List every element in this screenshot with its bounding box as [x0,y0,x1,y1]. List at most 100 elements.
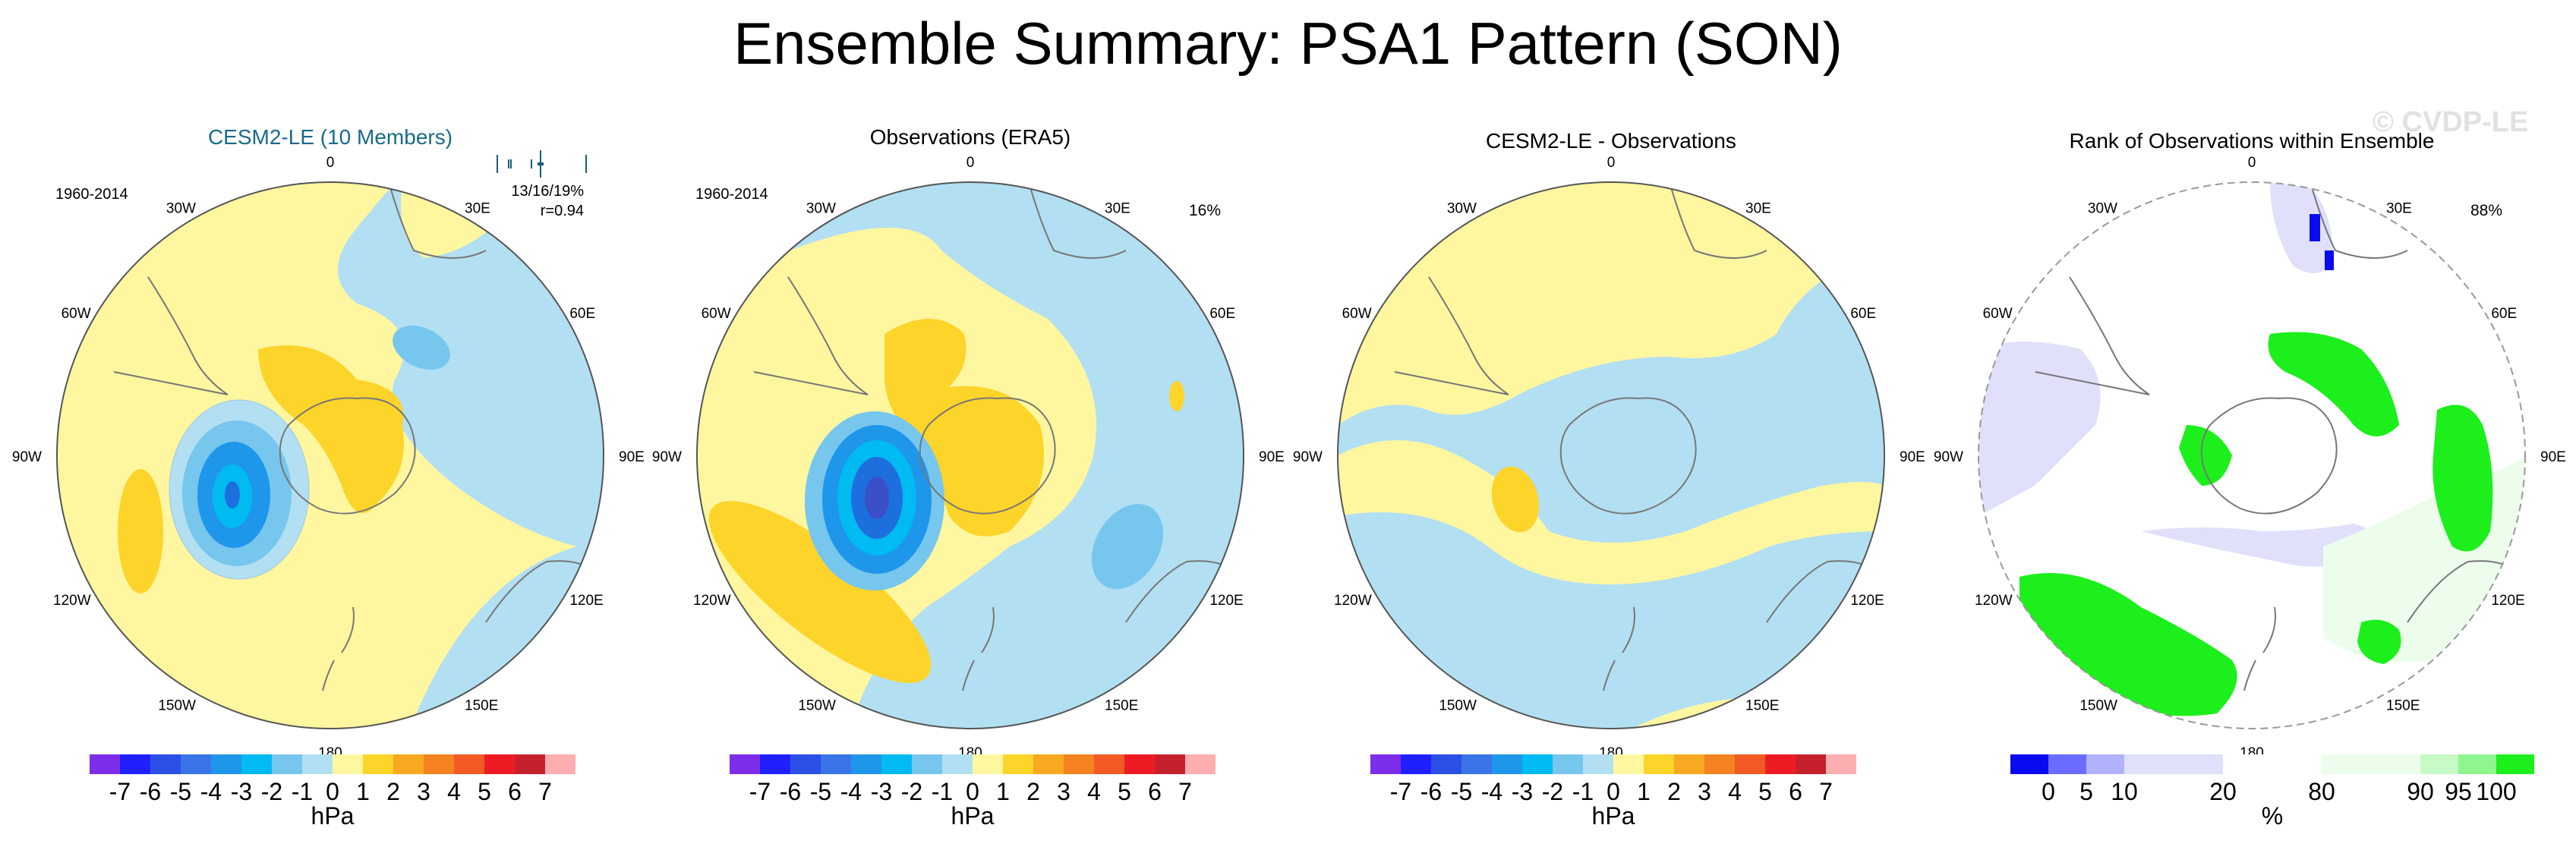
colorbar-tick-label: 6 [508,778,522,805]
colorbar-swatch [2420,754,2458,774]
colorbar-tick-label: -7 [109,778,131,805]
colorbar-tick-label: 0 [2042,778,2055,805]
colorbar-swatch [515,754,545,774]
longitude-label: 30W [1447,201,1477,217]
colorbar-tick-label: 0 [326,778,339,805]
longitude-label: 30E [1105,201,1130,217]
colorbar-tick-label: 100 [2476,778,2516,805]
high-anomaly-east [1169,381,1184,411]
colorbar-tick-label: 95 [2445,778,2472,805]
colorbar-units: hPa [311,802,355,830]
figure-title: Ensemble Summary: PSA1 Pattern (SON) [733,10,1843,77]
weak-low [393,325,450,370]
period-label: 1960-2014 [55,186,128,203]
high-anomaly-west [118,469,163,594]
longitude-label: 150W [798,697,836,713]
antarctica-coast [1559,397,1697,515]
colorbar-tick-label: -3 [871,778,892,805]
colorbar-tick-label: 3 [417,778,430,805]
ensemble-spread-indicator [497,150,587,178]
longitude-label: 150E [465,697,498,713]
longitude-label: 120W [1975,593,2013,609]
panel-title: CESM2-LE - Observations [1486,129,1736,153]
colorbar-tick-label: -6 [1420,778,1442,805]
correlation-label: r=0.94 [541,203,584,219]
colorbar-swatch [1431,754,1461,774]
colorbar-swatch [2458,754,2496,774]
map-boundary [696,181,1244,729]
longitude-label: 150W [1439,697,1477,713]
low-anomaly-southeast [1091,503,1164,590]
africa-coast [1030,189,1127,259]
stats-label: 13/16/19% [511,183,584,200]
colorbar-tick-label: 4 [1087,778,1101,805]
colorbar-swatch [1735,754,1765,774]
map-boundary [1337,181,1885,729]
colorbar-swatch [1124,754,1155,774]
colorbar-swatch [454,754,484,774]
colorbar-swatch [881,754,912,774]
longitude-label: 0 [2248,155,2256,171]
longitude-label: 60E [569,306,595,322]
colorbar-swatch [211,754,241,774]
stats-label: 88% [2470,202,2502,219]
colorbar-swatch [821,754,851,774]
colorbar-swatch [790,754,821,774]
colorbar-units: % [2262,802,2283,830]
colorbar-tick-label: 7 [538,778,552,805]
colorbar-tick-label: -2 [261,778,282,805]
colorbar-swatch [1644,754,1674,774]
colorbar-swatch [1704,754,1735,774]
longitude-label: 120W [693,593,731,609]
colorbar-tick-label: -2 [901,778,922,805]
colorbar-tick-label: -7 [1390,778,1411,805]
south-america-coast [113,276,229,395]
colorbar-swatch [1765,754,1796,774]
longitude-label: 150W [158,697,196,713]
colorbar-swatch [1033,754,1064,774]
longitude-label: 90W [652,449,682,465]
low-core [865,477,889,519]
rank-lowest-cells [2325,250,2334,270]
africa-coast [390,189,487,259]
colorbar-tick-label: 5 [1758,778,1772,805]
colorbar-units: hPa [1592,802,1635,830]
rank-low-region-center [2141,524,2374,567]
longitude-label: 150E [1745,697,1779,713]
high-anomaly [1491,466,1540,533]
colorbar-tick-label: 1 [996,778,1010,805]
colorbar-tick-label: 20 [2209,778,2237,805]
colorbar-swatch [912,754,942,774]
map-boundary [56,181,604,729]
rank-low-region-west [1979,342,2101,516]
colorbar-swatch [760,754,790,774]
dynamic-layer: CESM2-LE (10 Members) 0 30E 60E 90E 120E 150E 1… [12,125,2566,830]
longitude-label: 60W [61,306,91,322]
colorbar-tick-label: 4 [1728,778,1742,805]
colorbar-tick-label: 4 [447,778,461,805]
colorbar-tick-label: 0 [1606,778,1620,805]
colorbar-swatch [424,754,454,774]
positive-anomaly-band [57,182,577,729]
colorbar-tick-label: 1 [1637,778,1651,805]
colorbar-tick-label: 0 [966,778,979,805]
colorbar-tick-label: 1 [356,778,370,805]
longitude-label: 30W [806,201,836,217]
colorbar-tick-label: -5 [810,778,831,805]
colorbar-swatch [942,754,973,774]
colorbar-tick-label: 2 [386,778,400,805]
longitude-label: 90W [1934,449,1963,465]
colorbar-swatch [2086,754,2124,774]
colorbar-tick-label: 90 [2407,778,2434,805]
map-boundary [1978,181,2526,729]
longitude-label: 120E [1209,593,1243,609]
colorbar-units: hPa [951,802,995,830]
south-america-coast [2035,276,2150,395]
colorbar-swatch [1401,754,1431,774]
colorbar-tick-label: -3 [1512,778,1533,805]
high-anomaly-antarctic [884,319,1044,537]
longitude-label: 30E [2386,201,2412,217]
colorbar-swatch [272,754,302,774]
longitude-label: 0 [966,155,975,171]
